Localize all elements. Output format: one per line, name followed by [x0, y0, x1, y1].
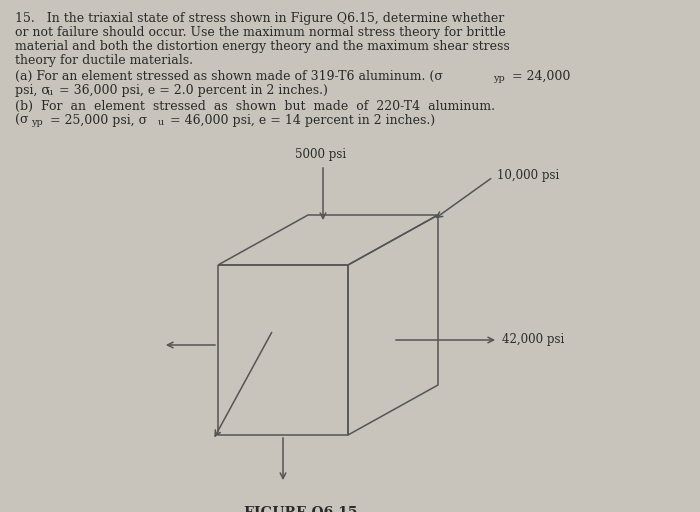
Text: 10,000 psi: 10,000 psi — [497, 168, 559, 181]
Text: 5000 psi: 5000 psi — [295, 148, 346, 161]
Text: theory for ductile materials.: theory for ductile materials. — [15, 54, 193, 67]
Text: = 24,000: = 24,000 — [508, 70, 570, 83]
Text: yp: yp — [493, 74, 505, 83]
Text: (σ: (σ — [15, 114, 29, 127]
Text: material and both the distortion energy theory and the maximum shear stress: material and both the distortion energy … — [15, 40, 510, 53]
Text: 42,000 psi: 42,000 psi — [502, 333, 564, 347]
Text: or not failure should occur. Use the maximum normal stress theory for brittle: or not failure should occur. Use the max… — [15, 26, 505, 39]
Text: yp: yp — [31, 118, 43, 127]
Text: u: u — [47, 88, 53, 97]
Text: (a) For an element stressed as shown made of 319-T6 aluminum. (σ: (a) For an element stressed as shown mad… — [15, 70, 443, 83]
Text: (b)  For  an  element  stressed  as  shown  but  made  of  220-T4  aluminum.: (b) For an element stressed as shown but… — [15, 100, 495, 113]
Text: = 46,000 psi, e = 14 percent in 2 inches.): = 46,000 psi, e = 14 percent in 2 inches… — [166, 114, 435, 127]
Text: u: u — [158, 118, 164, 127]
Text: = 25,000 psi, σ: = 25,000 psi, σ — [46, 114, 147, 127]
Text: = 36,000 psi, e = 2.0 percent in 2 inches.): = 36,000 psi, e = 2.0 percent in 2 inche… — [55, 84, 328, 97]
Text: psi, σ: psi, σ — [15, 84, 50, 97]
Text: 15.   In the triaxial state of stress shown in Figure Q6.15, determine whether: 15. In the triaxial state of stress show… — [15, 12, 504, 25]
Text: FIGURE Q6.15.: FIGURE Q6.15. — [244, 505, 362, 512]
